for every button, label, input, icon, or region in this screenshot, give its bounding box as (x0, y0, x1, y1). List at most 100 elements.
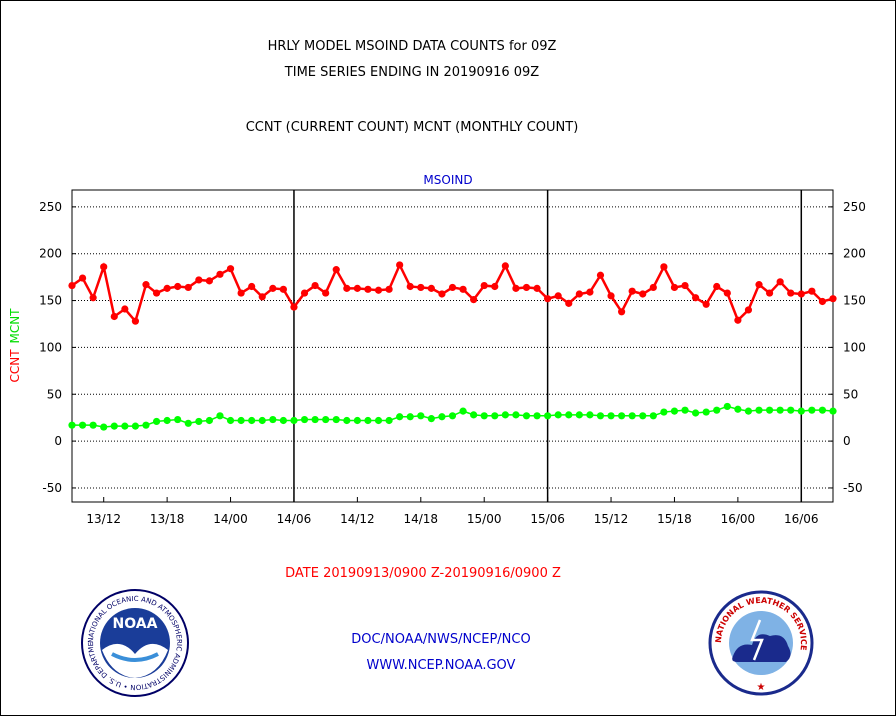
data-point-ccnt (343, 284, 351, 292)
x-tick-label: 13/12 (86, 512, 121, 526)
data-point-mcnt (322, 415, 330, 424)
data-point-mcnt (353, 416, 361, 425)
data-point-mcnt (417, 412, 425, 420)
data-point-ccnt (353, 284, 361, 292)
data-point-mcnt (396, 413, 404, 421)
data-point-ccnt (417, 283, 425, 292)
y-tick-label-left: 50 (47, 387, 62, 401)
y-axis-label-mcnt: MCNT (8, 308, 22, 344)
data-point-ccnt (322, 289, 330, 297)
y-axis-label-ccnt: CCNT (8, 349, 22, 383)
data-point-mcnt (787, 406, 795, 414)
x-tick-label: 15/18 (657, 512, 692, 526)
data-point-mcnt (818, 406, 827, 414)
data-point-ccnt (639, 290, 647, 298)
data-point-mcnt (491, 412, 499, 420)
data-point-mcnt (544, 412, 552, 420)
x-tick-label: 13/18 (150, 512, 185, 526)
data-point-mcnt (618, 412, 626, 420)
x-tick-label: 15/12 (594, 512, 629, 526)
chart-header-line2: TIME SERIES ENDING IN 20190916 09Z (284, 65, 540, 80)
data-point-ccnt (691, 294, 700, 302)
x-tick-label: 16/00 (721, 512, 756, 526)
data-point-ccnt (396, 261, 404, 269)
x-tick-label: 14/00 (213, 512, 248, 526)
x-tick-label: 14/06 (277, 512, 312, 526)
data-point-mcnt (78, 421, 87, 429)
data-point-ccnt (374, 286, 383, 294)
data-point-mcnt (670, 407, 679, 415)
y-tick-label-left: -50 (42, 481, 62, 495)
data-point-mcnt (152, 417, 161, 426)
data-point-ccnt (787, 289, 795, 297)
data-point-mcnt (755, 406, 763, 414)
data-point-ccnt (618, 308, 626, 316)
data-point-mcnt (501, 411, 509, 419)
data-point-ccnt (226, 265, 235, 273)
data-point-ccnt (512, 284, 520, 292)
data-point-ccnt (713, 282, 721, 291)
data-point-mcnt (649, 412, 657, 420)
data-point-mcnt (586, 411, 594, 419)
data-point-mcnt (765, 406, 774, 414)
chart-header-line3: CCNT (CURRENT COUNT) MCNT (MONTHLY COUNT… (245, 120, 579, 135)
data-point-mcnt (639, 412, 647, 420)
data-point-ccnt (670, 283, 679, 292)
x-tick-label: 16/06 (784, 512, 819, 526)
data-point-ccnt (385, 285, 393, 293)
data-point-ccnt (628, 287, 636, 295)
data-point-ccnt (438, 290, 446, 298)
data-point-mcnt (459, 407, 467, 415)
data-point-mcnt (311, 415, 319, 424)
data-point-ccnt (248, 282, 256, 291)
data-point-mcnt (734, 405, 742, 413)
data-point-mcnt (522, 412, 531, 420)
data-point-mcnt (374, 416, 383, 425)
data-point-ccnt (554, 292, 562, 300)
data-point-mcnt (100, 423, 108, 431)
data-point-mcnt (195, 417, 203, 426)
data-point-mcnt (691, 409, 700, 417)
y-tick-label-left: 150 (39, 294, 62, 308)
series-layer (68, 261, 837, 431)
data-point-ccnt (237, 289, 245, 297)
data-point-ccnt (459, 285, 467, 293)
data-point-mcnt (279, 416, 287, 425)
data-point-ccnt (152, 289, 161, 297)
y-tick-label-right: 250 (843, 200, 866, 214)
date-range-label: DATE 20190913/0900 Z-20190916/0900 Z (285, 566, 561, 581)
data-point-ccnt (121, 305, 129, 313)
data-point-ccnt (660, 263, 668, 271)
data-point-mcnt (660, 408, 668, 416)
data-point-mcnt (237, 416, 245, 425)
x-tick-label: 14/12 (340, 512, 375, 526)
data-point-mcnt (269, 415, 277, 424)
data-point-mcnt (174, 415, 182, 424)
y-tick-label-right: -50 (843, 481, 863, 495)
data-point-mcnt (607, 412, 615, 420)
data-point-ccnt (279, 285, 287, 293)
data-point-ccnt (195, 276, 203, 284)
data-point-mcnt (713, 406, 721, 414)
x-tick-label: 15/00 (467, 512, 502, 526)
data-point-ccnt (216, 270, 224, 278)
data-point-mcnt (163, 416, 171, 425)
y-tick-label-right: 50 (843, 387, 858, 401)
footer-url[interactable]: WWW.NCEP.NOAA.GOV (366, 658, 516, 673)
data-point-mcnt (290, 416, 298, 425)
data-point-mcnt (829, 407, 837, 415)
data-point-ccnt (269, 284, 277, 292)
data-point-mcnt (258, 416, 266, 425)
data-point-ccnt (723, 289, 731, 297)
data-point-ccnt (702, 300, 710, 308)
data-point-ccnt (406, 282, 414, 291)
data-point-mcnt (427, 415, 435, 423)
data-point-ccnt (755, 281, 763, 289)
data-point-ccnt (734, 316, 742, 324)
data-point-mcnt (797, 407, 805, 415)
data-point-ccnt (765, 289, 774, 297)
y-axis-label-group: CCNT MCNT (8, 308, 22, 383)
y-tick-label-right: 0 (843, 434, 851, 448)
data-point-mcnt (702, 408, 710, 416)
data-point-ccnt (78, 274, 87, 282)
